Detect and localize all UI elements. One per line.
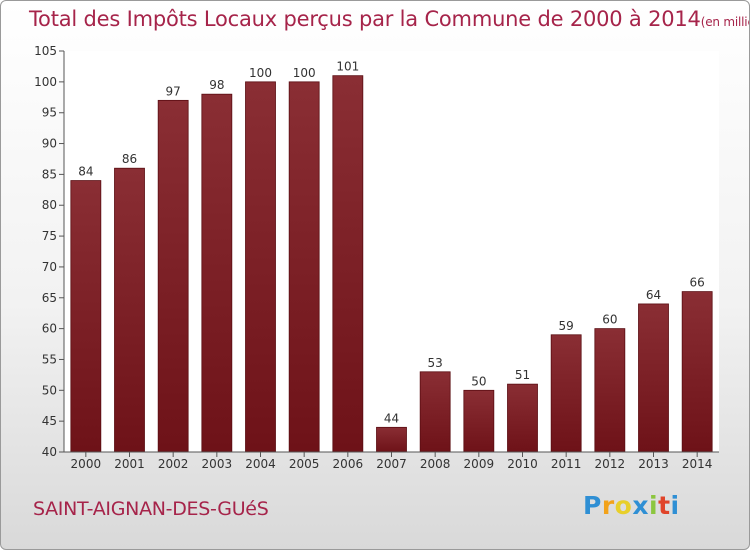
y-tick-label: 50: [42, 383, 57, 397]
bar: [463, 389, 495, 453]
x-tick-label: 2001: [114, 457, 145, 471]
x-tick-label: 2006: [333, 457, 364, 471]
y-tick-label: 105: [34, 44, 57, 58]
bar-value-label: 101: [336, 60, 359, 74]
x-tick-label: 2004: [245, 457, 276, 471]
y-tick-label: 40: [42, 445, 57, 459]
y-tick-label: 100: [34, 75, 57, 89]
y-tick-label: 60: [42, 322, 57, 336]
bar: [332, 75, 364, 453]
bar-value-label: 97: [166, 84, 181, 98]
bar-chart: 40 45 50 55 60 65 70 75 80 85 90 95 100 105 84 2000 86 20…: [34, 44, 719, 471]
bar-value-label: 44: [384, 411, 399, 425]
bar-value-label: 84: [78, 165, 93, 179]
logo-letter: i: [649, 491, 659, 520]
logo-letter: t: [658, 491, 671, 520]
x-tick-label: 2008: [420, 457, 451, 471]
bar: [114, 167, 145, 453]
x-tick-label: 2009: [464, 457, 495, 471]
bar-value-label: 86: [122, 152, 137, 166]
bar-value-label: 60: [602, 313, 617, 327]
bar: [201, 93, 233, 453]
bar-value-label: 98: [209, 78, 224, 92]
bar-value-label: 100: [293, 66, 316, 80]
x-tick-label: 2013: [638, 457, 669, 471]
chart-unit: (en milliers d'€): [700, 15, 749, 29]
y-tick-label: 70: [42, 260, 57, 274]
bar-value-label: 50: [471, 374, 486, 388]
bar-value-label: 66: [690, 276, 705, 290]
x-tick-label: 2011: [551, 457, 582, 471]
chart-title-text: Total des Impôts Locaux perçus par la Co…: [29, 7, 701, 31]
bar: [70, 180, 102, 453]
bar: [681, 291, 713, 453]
logo-letter: r: [601, 491, 615, 520]
proxiti-logo: Proxiti: [583, 491, 680, 520]
chart-title: Total des Impôts Locaux perçus par la Co…: [29, 7, 749, 31]
bar: [288, 81, 320, 453]
y-tick-label: 95: [42, 106, 57, 120]
logo-letter: i: [670, 491, 680, 520]
x-tick-label: 2012: [595, 457, 626, 471]
bar: [157, 99, 189, 453]
commune-name: SAINT-AIGNAN-DES-GUéS: [33, 498, 269, 520]
logo-letter: x: [632, 491, 649, 520]
y-tick-label: 80: [42, 198, 57, 212]
bar: [550, 334, 582, 453]
x-tick-label: 2014: [682, 457, 713, 471]
x-tick-label: 2002: [158, 457, 189, 471]
x-tick-label: 2005: [289, 457, 320, 471]
bar-value-label: 51: [515, 368, 530, 382]
x-tick-label: 2003: [202, 457, 233, 471]
bar: [507, 383, 538, 453]
bar-value-label: 59: [559, 319, 574, 333]
y-tick-label: 75: [42, 229, 57, 243]
bar-value-label: 100: [249, 66, 272, 80]
y-tick-label: 45: [42, 414, 57, 428]
bar: [638, 303, 669, 453]
y-tick-label: 90: [42, 137, 57, 151]
bar: [245, 81, 276, 453]
x-tick-label: 2000: [71, 457, 102, 471]
logo-letter: P: [583, 491, 602, 520]
y-tick-label: 65: [42, 291, 57, 305]
x-tick-label: 2007: [376, 457, 407, 471]
bar-value-label: 53: [428, 356, 443, 370]
bar: [594, 328, 626, 453]
y-tick-label: 85: [42, 167, 57, 181]
bar-value-label: 64: [646, 288, 661, 302]
logo-letter: o: [614, 491, 633, 520]
y-tick-label: 55: [42, 352, 57, 366]
x-tick-label: 2010: [507, 457, 538, 471]
bar: [419, 371, 451, 453]
bar: [376, 426, 407, 453]
